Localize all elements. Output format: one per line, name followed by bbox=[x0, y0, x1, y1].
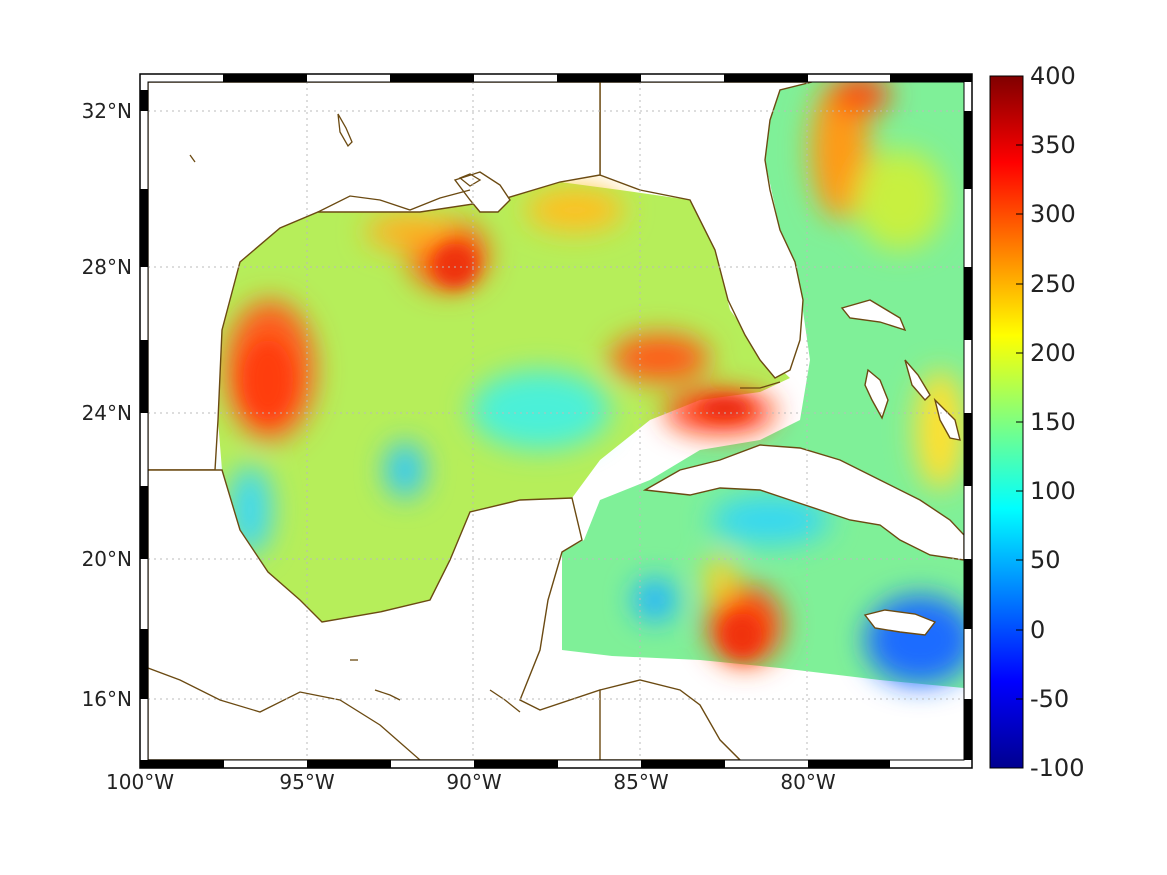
hot-spot-loop bbox=[610, 334, 710, 382]
andros-island bbox=[864, 368, 889, 420]
colorbar-tick-label: 300 bbox=[1030, 200, 1076, 228]
frame-left-seg-4 bbox=[140, 486, 148, 559]
cool-central-gulf bbox=[470, 370, 610, 450]
colorbar-tick-label: 150 bbox=[1030, 408, 1076, 436]
colorbar: 400 350 300 250 200 150 100 50 0 -50 -10… bbox=[989, 62, 1084, 782]
lat-tick-label: 24°N bbox=[82, 401, 132, 425]
cold-spot-southeast bbox=[865, 595, 964, 685]
core-caribbean bbox=[722, 613, 762, 657]
florida-peninsula bbox=[599, 82, 813, 379]
frame-bottom-seg-2 bbox=[307, 760, 391, 768]
colorbar-tick-label: 350 bbox=[1030, 131, 1076, 159]
cold-spot-yucatan bbox=[633, 578, 677, 622]
frame-right-seg-4 bbox=[964, 559, 972, 629]
frame-top-seg-2 bbox=[390, 74, 474, 82]
graticule bbox=[148, 82, 964, 760]
frame-top-seg-4 bbox=[724, 74, 808, 82]
lon-axis: 100°W 95°W 90°W 85°W 80°W bbox=[106, 770, 836, 794]
frame-left-seg-5 bbox=[140, 629, 148, 699]
frame-bottom-seg-5 bbox=[808, 760, 890, 768]
frame-bottom-seg-1 bbox=[140, 760, 224, 768]
map-plot-area bbox=[139, 73, 973, 769]
cool-bay-campeche bbox=[385, 442, 425, 498]
warm-bahamas bbox=[915, 370, 964, 490]
frame-left-seg-1 bbox=[140, 90, 148, 111]
eleuthera bbox=[904, 359, 931, 402]
outer-bahamas bbox=[933, 397, 961, 441]
grand-bahama bbox=[840, 299, 907, 332]
frame-right-seg-2 bbox=[964, 267, 972, 340]
colorbar-ticks bbox=[1016, 144, 1023, 700]
lon-tick-label: 85°W bbox=[613, 770, 668, 794]
lon-tick-label: 80°W bbox=[780, 770, 835, 794]
land-masses bbox=[148, 82, 964, 760]
louisiana-coast bbox=[317, 189, 471, 213]
frame-left-seg-2 bbox=[140, 189, 148, 267]
colorbar-tick-label: 400 bbox=[1030, 62, 1076, 90]
lat-tick-label: 32°N bbox=[82, 99, 132, 123]
island-small-5 bbox=[374, 689, 401, 701]
cuba bbox=[642, 444, 964, 561]
warm-band-north bbox=[365, 214, 455, 250]
frame-right-seg-3 bbox=[964, 413, 972, 486]
frame-left-seg-3 bbox=[140, 340, 148, 413]
lat-axis: 32°N 28°N 24°N 20°N 16°N bbox=[82, 99, 132, 711]
core-west bbox=[243, 340, 293, 420]
frame-top-seg-1 bbox=[223, 74, 307, 82]
colorbar-tick-label: 50 bbox=[1030, 546, 1061, 574]
atlantic-warm bbox=[855, 150, 945, 250]
gulf-stream-hot bbox=[830, 82, 890, 115]
core-north bbox=[433, 243, 477, 287]
jamaica bbox=[863, 609, 937, 636]
lon-tick-label: 95°W bbox=[279, 770, 334, 794]
warm-band-ne bbox=[525, 188, 625, 232]
colorbar-tick-label: 100 bbox=[1030, 477, 1076, 505]
frame-right-seg-1 bbox=[964, 111, 972, 189]
frame-right-seg-5 bbox=[964, 699, 972, 760]
island-small-1 bbox=[337, 113, 353, 148]
gulf-stream-warm bbox=[810, 82, 870, 220]
mississippi-delta bbox=[453, 171, 511, 213]
frame-top-seg-3 bbox=[557, 74, 641, 82]
lat-tick-label: 16°N bbox=[82, 687, 132, 711]
frame-bottom-seg-3 bbox=[474, 760, 558, 768]
lat-tick-label: 20°N bbox=[82, 547, 132, 571]
core-straits bbox=[700, 398, 750, 418]
florida-keys bbox=[740, 381, 781, 389]
lat-tick-label: 28°N bbox=[82, 255, 132, 279]
island-small-4 bbox=[489, 689, 521, 713]
colorbar-tick-label: 0 bbox=[1030, 616, 1045, 644]
colorbar-tick-label: 250 bbox=[1030, 270, 1076, 298]
frame-checkers bbox=[140, 74, 972, 768]
pacific-coast-mexico bbox=[148, 667, 421, 760]
lon-tick-label: 90°W bbox=[446, 770, 501, 794]
colorbar-tick-label: 200 bbox=[1030, 339, 1076, 367]
island-small-2 bbox=[458, 173, 482, 187]
colorbar-tick-label: -100 bbox=[1030, 754, 1084, 782]
coastline-details bbox=[148, 113, 781, 760]
data-field bbox=[218, 82, 964, 688]
frame-bottom-seg-4 bbox=[641, 760, 725, 768]
warm-caribbean bbox=[705, 555, 735, 605]
colorbar-tick-label: -50 bbox=[1030, 685, 1069, 713]
atlantic-field bbox=[562, 82, 964, 688]
frame-top-seg-5 bbox=[890, 74, 972, 82]
cool-cuba-south bbox=[710, 495, 830, 545]
central-america bbox=[599, 679, 741, 760]
lon-tick-label: 100°W bbox=[106, 770, 174, 794]
island-small-3 bbox=[189, 154, 196, 163]
